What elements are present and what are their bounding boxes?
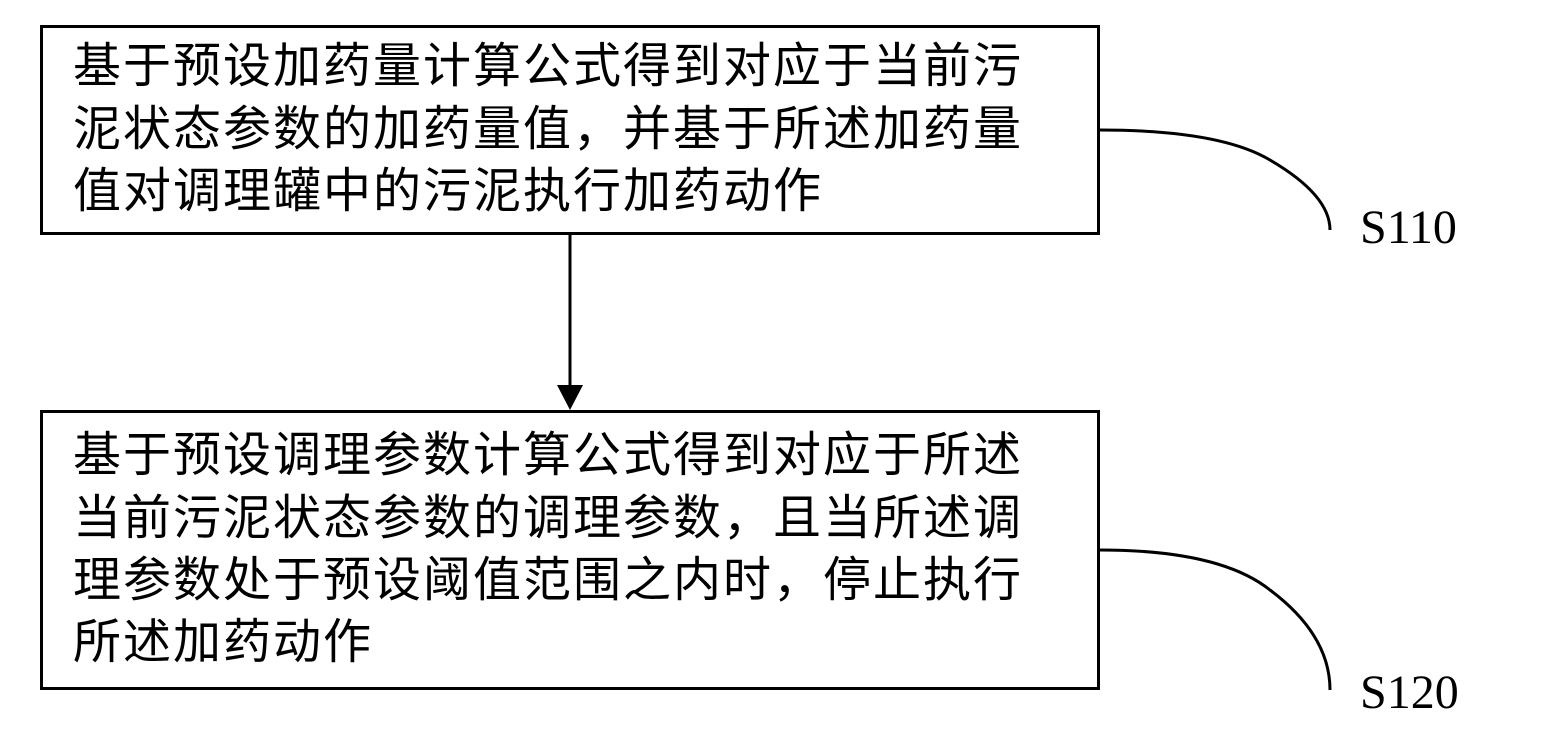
step-label-s120: S120 <box>1360 665 1459 720</box>
flowchart-node-s110-text: 基于预设加药量计算公式得到对应于当前污泥状态参数的加药量值，并基于所述加药量值对… <box>73 36 1067 223</box>
step-label-s110: S110 <box>1360 200 1457 255</box>
flowchart-arrow-s110-s120 <box>545 235 595 415</box>
flowchart-node-s120: 基于预设调理参数计算公式得到对应于所述当前污泥状态参数的调理参数，且当所述调理参… <box>40 410 1100 690</box>
label-connector-s110 <box>1100 100 1360 240</box>
flowchart-node-s120-text: 基于预设调理参数计算公式得到对应于所述当前污泥状态参数的调理参数，且当所述调理参… <box>73 425 1067 675</box>
label-connector-s120 <box>1100 520 1360 700</box>
flowchart-node-s110: 基于预设加药量计算公式得到对应于当前污泥状态参数的加药量值，并基于所述加药量值对… <box>40 25 1100 235</box>
